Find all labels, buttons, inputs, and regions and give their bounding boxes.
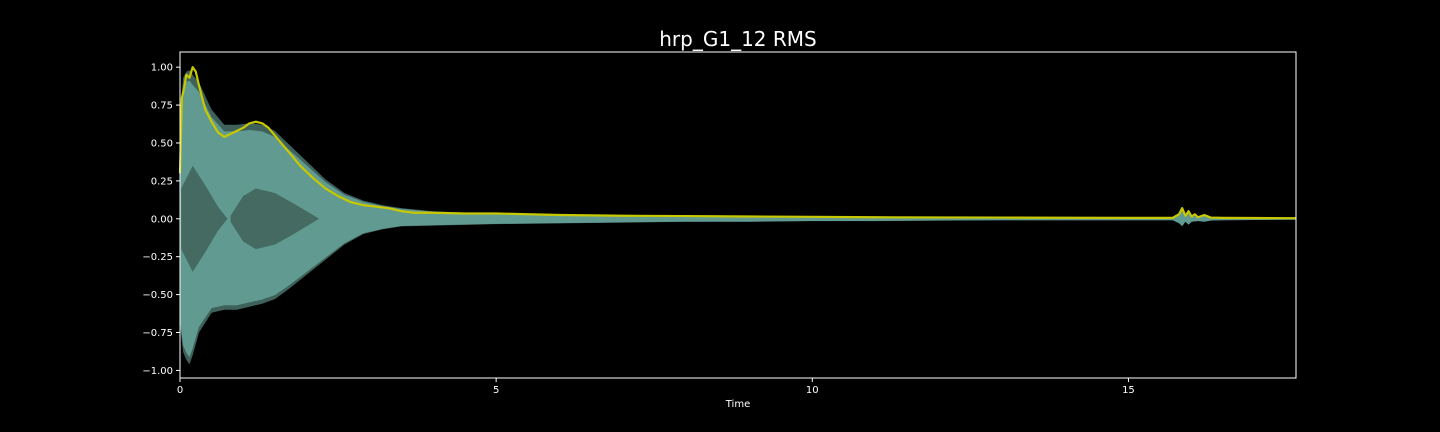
plot-area — [178, 66, 1297, 365]
x-axis-label: Time — [725, 399, 750, 410]
y-tick-label: 0.50 — [151, 138, 173, 149]
axis-ticks: 0 5 10 15 1.00 0.75 0.50 0.25 0.00 −0.25 −0.50 −0.7… — [142, 63, 1134, 396]
x-tick-label: 5 — [493, 385, 499, 396]
waveform-inner-lobe — [181, 165, 228, 272]
chart-title: hrp_G1_12 RMS — [659, 27, 816, 51]
rms-line — [178, 66, 1297, 220]
x-tick-label: 10 — [806, 385, 819, 396]
y-tick-label: −0.50 — [142, 290, 173, 301]
y-tick-label: 0.25 — [151, 176, 173, 187]
y-tick-label: 0.00 — [151, 214, 173, 225]
y-tick-label: −1.00 — [142, 366, 173, 377]
y-tick-label: −0.75 — [142, 328, 173, 339]
x-tick-label: 0 — [177, 385, 183, 396]
y-tick-label: 0.75 — [151, 101, 173, 112]
x-tick-label: 15 — [1122, 385, 1135, 396]
y-tick-label: 1.00 — [151, 63, 173, 74]
waveform-body — [180, 80, 1296, 358]
plot-frame — [179, 51, 1297, 379]
waveform-inner-lobe — [230, 188, 320, 250]
y-tick-label: −0.25 — [142, 252, 173, 263]
